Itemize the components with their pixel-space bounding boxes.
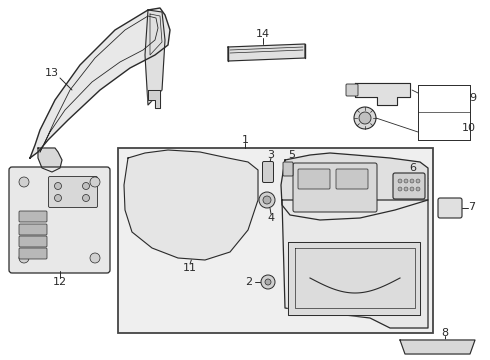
Circle shape [410,179,414,183]
Circle shape [416,187,420,191]
Text: 9: 9 [469,93,476,103]
Circle shape [90,177,100,187]
Text: 3: 3 [268,150,274,160]
Circle shape [261,275,275,289]
FancyBboxPatch shape [19,236,47,247]
Circle shape [416,179,420,183]
Bar [118,148,433,333]
Circle shape [19,177,29,187]
Polygon shape [124,150,258,260]
Circle shape [259,192,275,208]
FancyBboxPatch shape [19,224,47,235]
Polygon shape [400,340,475,354]
FancyBboxPatch shape [438,198,462,218]
Circle shape [404,187,408,191]
Circle shape [263,196,271,204]
Text: 12: 12 [53,277,67,287]
Text: 8: 8 [441,328,448,338]
Polygon shape [228,44,305,61]
Text: 10: 10 [462,123,476,133]
Circle shape [398,179,402,183]
Circle shape [398,187,402,191]
Text: 1: 1 [242,135,248,145]
Circle shape [82,183,90,189]
Polygon shape [145,10,165,105]
Circle shape [404,179,408,183]
Circle shape [54,194,62,202]
FancyBboxPatch shape [293,163,377,212]
Polygon shape [282,200,428,328]
FancyBboxPatch shape [19,211,47,222]
Polygon shape [281,153,428,220]
Circle shape [359,112,371,124]
Text: 4: 4 [268,213,274,223]
Polygon shape [148,90,160,108]
FancyBboxPatch shape [393,173,425,199]
FancyBboxPatch shape [263,162,273,183]
Text: 11: 11 [183,263,197,273]
Text: 5: 5 [289,150,295,160]
Circle shape [19,253,29,263]
FancyBboxPatch shape [19,248,47,259]
Text: 7: 7 [468,202,476,212]
Polygon shape [38,148,62,172]
Circle shape [410,187,414,191]
Text: 13: 13 [45,68,59,78]
FancyBboxPatch shape [346,84,358,96]
Polygon shape [355,83,410,105]
Circle shape [54,183,62,189]
FancyBboxPatch shape [9,167,110,273]
Text: 2: 2 [245,277,252,287]
Circle shape [82,194,90,202]
Polygon shape [30,8,170,158]
Circle shape [354,107,376,129]
FancyBboxPatch shape [283,162,293,176]
FancyBboxPatch shape [298,169,330,189]
Text: 14: 14 [256,29,270,39]
FancyBboxPatch shape [49,176,98,207]
Polygon shape [288,242,420,315]
Circle shape [265,279,271,285]
FancyBboxPatch shape [336,169,368,189]
Circle shape [90,253,100,263]
Text: 6: 6 [410,163,416,173]
